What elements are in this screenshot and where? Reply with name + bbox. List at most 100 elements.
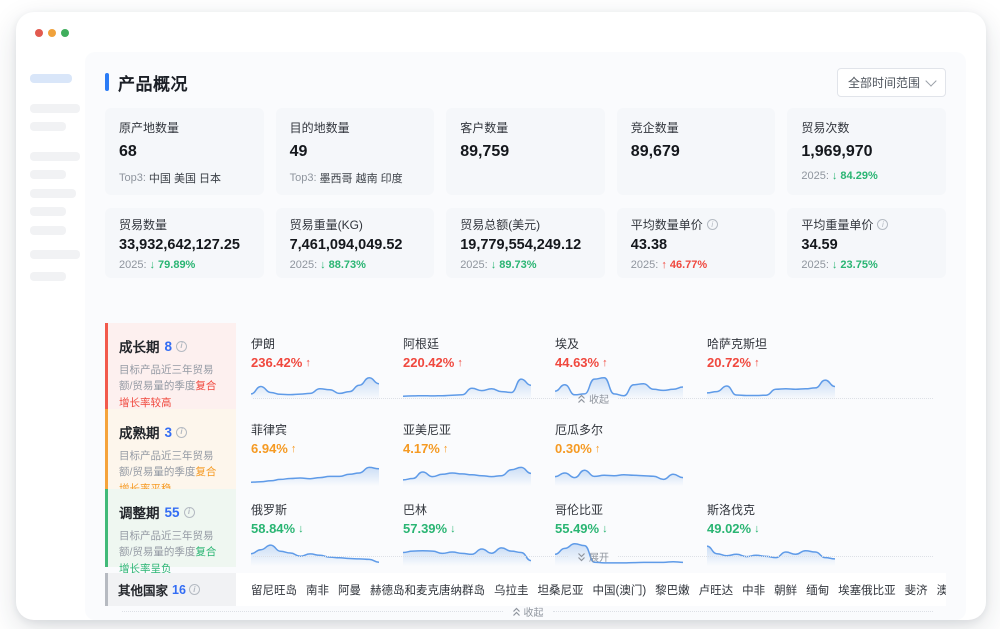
stat-card-value: 68: [119, 143, 137, 160]
stat-card: 原产地数量 68 Top3: 中国 美国 日本: [105, 108, 264, 195]
arrow-up-icon: ↑: [457, 356, 463, 369]
title-accent-bar: [105, 73, 109, 91]
stage-charts: 俄罗斯 58.84% ↓ 巴林 57.39% ↓ 哥伦比亚 55.49% ↓ 斯洛伐克 49.02%…: [236, 489, 946, 567]
stage-label: 调整期 55 目标产品近三年贸易额/贸易量的季度复合增长率呈负: [105, 489, 236, 575]
other-country: 卢旺达: [698, 584, 734, 597]
other-country: 缅甸: [806, 584, 830, 597]
arrow-down-icon: ↓: [149, 259, 156, 271]
stage-row-1: 成熟期3目标产品近三年贸易额/贸易量的季度复合增长率平稳菲律宾6.94%↑亚美尼…: [105, 409, 946, 495]
stage-row-2: 调整期55目标产品近三年贸易额/贸易量的季度复合增长率呈负 俄罗斯 58.84%↓巴…: [105, 489, 946, 575]
arrow-up-icon: ↑: [290, 442, 297, 455]
sidebar-skeleton-bar: [30, 250, 80, 259]
other-country: 埃塞俄比亚: [838, 584, 896, 597]
info-icon[interactable]: [188, 584, 200, 595]
other-country: 阿曼: [338, 584, 361, 597]
stat-card-sub: 2025: ↓ 23.75%: [801, 259, 932, 271]
info-icon[interactable]: [877, 219, 889, 230]
country-percent: 58.84% ↓: [251, 521, 403, 536]
stage-description: 目标产品近三年贸易额/贸易量的季度复合增长率呈负: [119, 528, 226, 577]
stat-card-label-text: 贸易数量: [119, 218, 168, 232]
stat-sub-prefix: 2025:: [289, 259, 318, 271]
stat-sub-prefix: Top3:: [289, 172, 317, 184]
info-icon[interactable]: [176, 426, 188, 438]
traffic-light-minimize[interactable]: [48, 29, 56, 37]
time-range-select[interactable]: 全部时间范围: [836, 67, 946, 97]
stat-yoy-percent: 88.73%: [328, 259, 366, 271]
arrow-up-icon: ↑: [602, 356, 608, 369]
country-name: 伊朗: [251, 337, 276, 351]
sparkline-chart: [555, 469, 683, 486]
sidebar-skeleton-bar: [30, 122, 66, 131]
stat-card-sub: 2025: ↓ 79.89%: [119, 259, 250, 271]
sidebar-skeleton-bar: [30, 152, 80, 161]
stat-yoy-percent: 79.89%: [158, 259, 196, 271]
country-name: 巴林: [403, 503, 428, 517]
stat-card: 目的地数量 49 Top3: 墨西哥 越南 印度: [275, 108, 435, 195]
stat-card-value: 33,932,642,127.25: [119, 237, 240, 253]
info-icon[interactable]: [176, 340, 188, 352]
country-percent: 49.02% ↓: [707, 521, 859, 536]
other-country: 坦桑尼亚: [537, 584, 584, 597]
page-title: 产品概况: [118, 74, 188, 94]
country-percent-value: 4.17%: [403, 441, 440, 456]
stat-sub-prefix: 2025:: [119, 259, 147, 271]
stat-card-label-text: 贸易重量(KG): [289, 218, 363, 232]
time-range-label: 全部时间范围: [847, 75, 920, 90]
info-icon[interactable]: [183, 506, 195, 518]
country-percent: 20.72% ↑: [707, 355, 859, 370]
stat-card: 平均数量单价 43.38 2025: ↑46.77%: [616, 208, 776, 278]
stat-card-sub: Top3: 墨西哥 越南 印度: [290, 170, 421, 186]
traffic-light-zoom[interactable]: [61, 29, 69, 37]
other-country: 朝鲜: [774, 584, 798, 597]
other-countries-count: 16: [172, 582, 186, 597]
country-percent: 0.30% ↑: [555, 441, 707, 456]
stat-card-sub: 2025: ↑ 46.77%: [631, 259, 762, 271]
country-percent: 236.42% ↑: [251, 355, 403, 370]
stat-yoy-percent: 23.75%: [840, 259, 878, 271]
collapse-label: 收起: [589, 395, 609, 406]
country-name: 亚美尼亚: [403, 423, 452, 437]
stat-card-label-text: 原产地数量: [119, 121, 180, 135]
stat-card-label: 平均重量单价: [801, 216, 932, 233]
sparkline-chart: [251, 466, 379, 486]
country-name: 阿根廷: [403, 337, 440, 351]
arrow-down-icon: ↓: [831, 259, 838, 271]
arrow-down-icon: ↓: [298, 522, 304, 535]
stat-sub-prefix: 2025:: [801, 259, 829, 271]
stage-label: 成熟期3目标产品近三年贸易额/贸易量的季度复合增长率平稳: [105, 409, 236, 495]
stage-title-text: 成长期: [119, 340, 160, 355]
other-country: 中国(澳门): [592, 584, 647, 597]
country-percent-value: 20.72%: [707, 355, 752, 370]
arrow-up-icon: ↑: [754, 356, 760, 369]
stat-yoy-percent: 89.73%: [499, 259, 537, 271]
stat-card-value: 49: [289, 143, 308, 160]
stat-card-value: 34.59: [801, 237, 838, 253]
other-country: 中非: [742, 584, 766, 597]
collapse-toggle[interactable]: 收起: [113, 604, 942, 619]
stat-card-value: 1,969,970: [801, 143, 873, 160]
country-chart: 菲律宾 6.94% ↑: [251, 421, 403, 489]
arrow-down-icon: ↓: [490, 259, 497, 271]
country-name: 俄罗斯: [251, 503, 288, 517]
stage-title-text: 成熟期: [119, 426, 160, 441]
bottom-collapse-area: 收起: [105, 607, 946, 620]
stat-card-label: 贸易重量(KG): [290, 216, 421, 233]
other-country: 南非: [306, 584, 329, 597]
country-name: 斯洛伐克: [707, 503, 756, 517]
collapse-toggle[interactable]: 收起: [244, 391, 942, 406]
stat-card-value: 89,679: [630, 143, 680, 160]
info-icon[interactable]: [706, 219, 718, 230]
sidebar-skeleton-bar: [30, 207, 66, 216]
country-percent: 44.63% ↑: [555, 355, 707, 370]
stat-card-label-text: 贸易总额(美元): [460, 218, 541, 232]
sidebar: [30, 70, 84, 590]
stage-charts: 伊朗 236.42% ↑ 阿根廷 220.42% ↑ 埃及 44.63% ↑ 哈萨克斯坦 20.72…: [236, 323, 946, 409]
stage-title-text: 调整期: [119, 506, 160, 521]
country-percent-value: 49.02%: [707, 521, 752, 536]
stat-card-label: 竞企数量: [631, 119, 762, 136]
expand-toggle[interactable]: 展开: [244, 549, 942, 564]
country-percent: 57.39% ↓: [403, 521, 555, 536]
country-percent-value: 236.42%: [251, 355, 303, 370]
traffic-light-close[interactable]: [35, 29, 43, 37]
